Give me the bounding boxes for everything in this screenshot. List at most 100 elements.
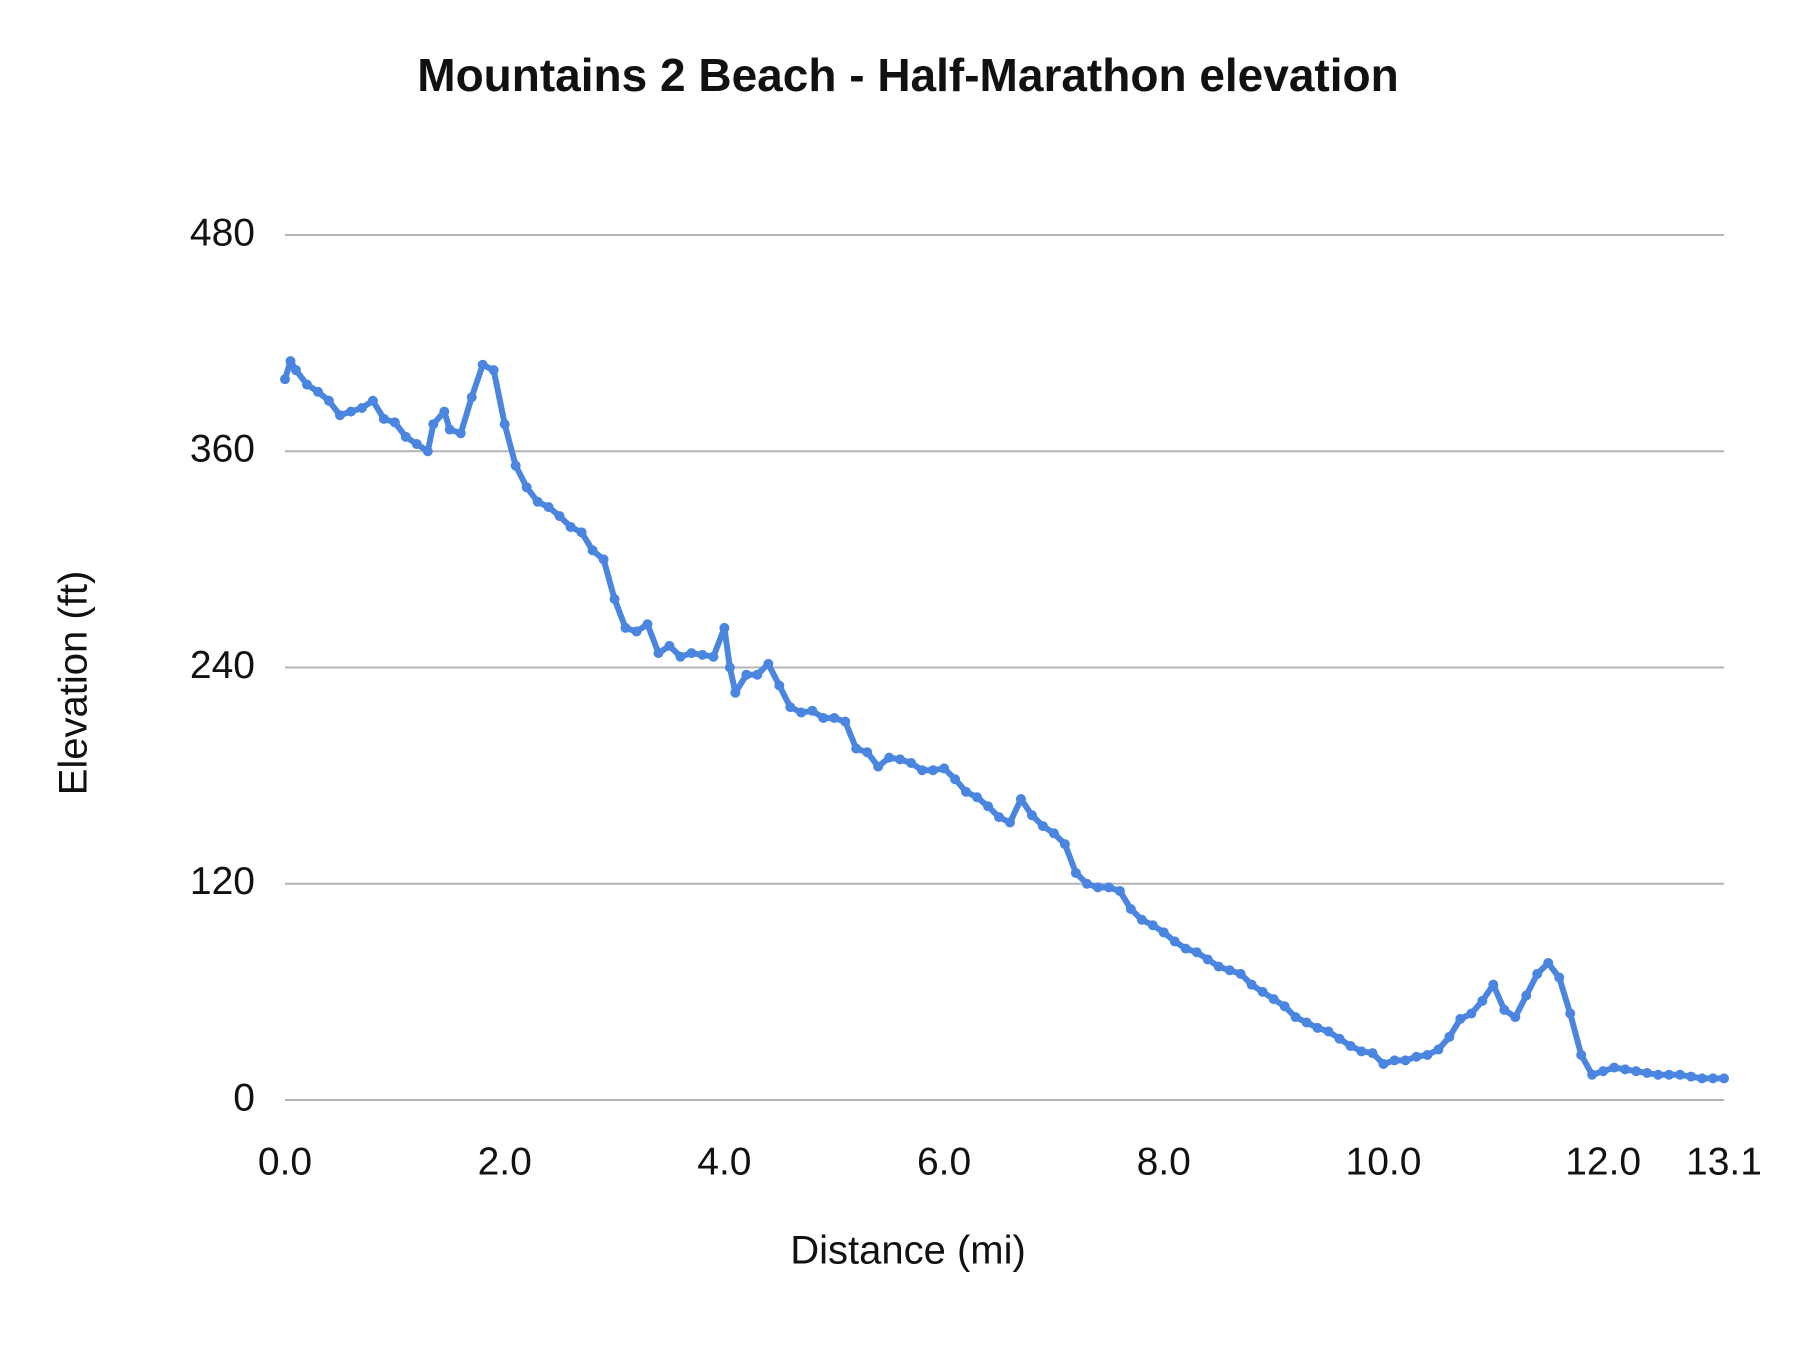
point	[1136, 914, 1147, 925]
point	[1675, 1069, 1686, 1080]
point	[1356, 1046, 1367, 1057]
point	[741, 669, 752, 680]
point	[796, 707, 807, 718]
y-tick-label: 360	[190, 428, 255, 471]
point	[862, 747, 873, 758]
point	[763, 658, 774, 669]
point	[950, 774, 961, 785]
point	[1268, 994, 1279, 1005]
point	[906, 758, 917, 769]
y-tick-label: 120	[190, 860, 255, 903]
x-tick-label: 13.1	[1686, 1140, 1762, 1183]
point	[1609, 1062, 1620, 1073]
point	[840, 716, 851, 727]
x-tick-label: 0.0	[258, 1140, 312, 1183]
point	[280, 374, 290, 385]
point	[1653, 1069, 1664, 1080]
point	[631, 626, 642, 637]
x-tick-label: 6.0	[917, 1140, 971, 1183]
point	[1037, 821, 1048, 832]
point	[1147, 920, 1158, 931]
point	[1708, 1073, 1719, 1084]
point	[1235, 968, 1246, 979]
point	[752, 669, 763, 680]
point	[1246, 979, 1257, 990]
point	[1312, 1022, 1323, 1033]
point	[367, 395, 378, 406]
point	[1070, 867, 1081, 878]
point	[356, 403, 367, 413]
point	[1345, 1040, 1356, 1051]
point	[1664, 1069, 1675, 1080]
point	[1026, 810, 1037, 821]
point	[719, 622, 730, 633]
point	[1411, 1051, 1422, 1062]
point	[1642, 1067, 1653, 1078]
point	[565, 521, 576, 532]
chart-title: Mountains 2 Beach - Half-Marathon elevat…	[417, 49, 1398, 101]
point	[1103, 882, 1114, 893]
point	[285, 356, 296, 367]
point	[1587, 1069, 1598, 1080]
point	[664, 640, 675, 651]
point	[1499, 1004, 1510, 1015]
point	[774, 680, 785, 691]
point	[1114, 885, 1125, 896]
point	[499, 419, 510, 430]
point	[1323, 1026, 1334, 1037]
point	[994, 812, 1005, 823]
point	[1719, 1073, 1729, 1084]
point	[1598, 1066, 1609, 1077]
point	[1059, 839, 1070, 850]
point	[609, 594, 620, 605]
point	[477, 359, 488, 370]
point	[1180, 943, 1191, 954]
point	[1081, 878, 1092, 889]
point	[917, 765, 928, 776]
point	[1279, 1001, 1290, 1012]
point	[301, 379, 312, 390]
y-tick-label: 240	[190, 644, 255, 687]
point	[620, 622, 631, 633]
point	[642, 619, 653, 630]
point	[290, 365, 301, 376]
point	[1202, 954, 1213, 965]
point	[1697, 1073, 1708, 1084]
point	[1686, 1071, 1697, 1082]
point	[895, 754, 906, 765]
point	[1389, 1055, 1400, 1066]
point	[730, 687, 741, 698]
point	[653, 648, 664, 659]
point	[323, 395, 334, 406]
point	[510, 460, 521, 471]
point	[1257, 986, 1268, 997]
y-tick-label: 0	[233, 1076, 255, 1119]
point	[543, 502, 554, 513]
point	[939, 763, 950, 774]
point	[884, 752, 895, 763]
point	[1400, 1055, 1411, 1066]
point	[1631, 1066, 1642, 1077]
point	[807, 705, 818, 716]
x-tick-label: 10.0	[1346, 1140, 1422, 1183]
y-axis-label: Elevation (ft)	[52, 571, 96, 796]
point	[532, 496, 543, 507]
point	[972, 792, 983, 803]
point	[1532, 968, 1543, 979]
point	[1169, 936, 1180, 947]
x-tick-label: 12.0	[1565, 1140, 1641, 1183]
point	[444, 424, 455, 435]
point	[1477, 995, 1488, 1006]
point	[411, 439, 422, 450]
point	[1125, 903, 1136, 914]
point	[1158, 927, 1169, 938]
point	[1444, 1031, 1455, 1042]
point	[587, 545, 598, 556]
point	[576, 527, 587, 538]
point	[1367, 1048, 1378, 1059]
point	[675, 651, 686, 662]
point	[1213, 961, 1224, 972]
